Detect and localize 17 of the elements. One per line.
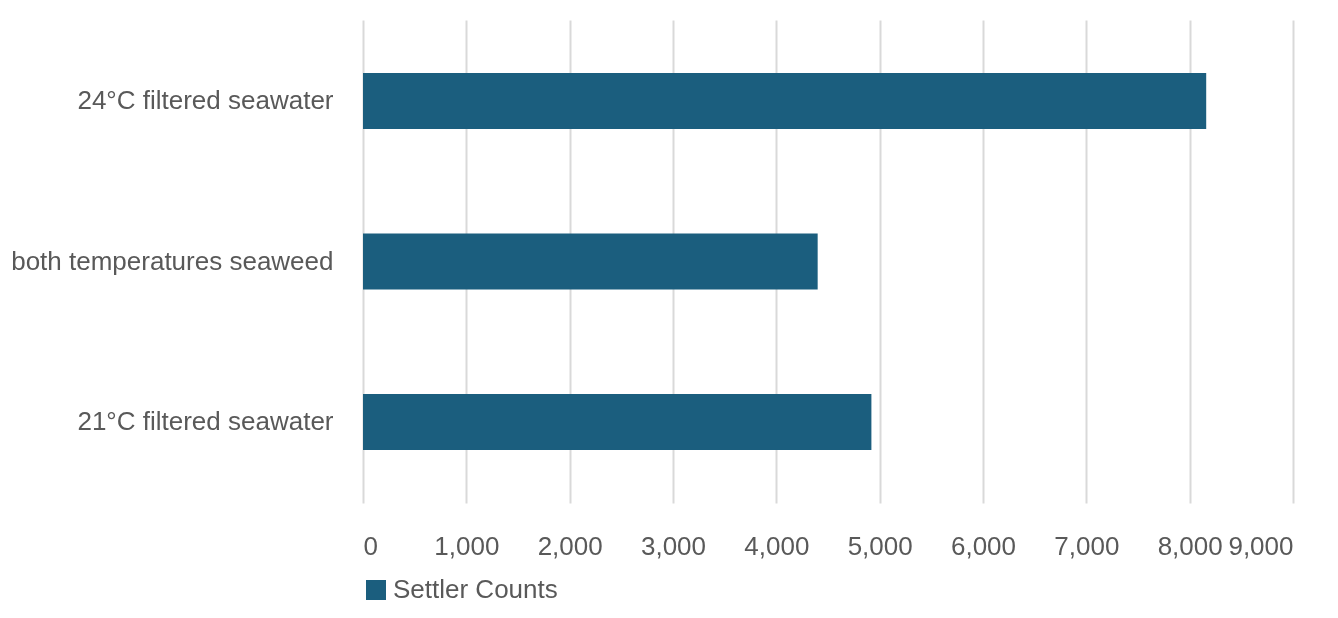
x-tick-label: 6,000 — [950, 530, 1017, 561]
x-tick-label: 7,000 — [1054, 530, 1120, 561]
bar — [363, 72, 1207, 130]
x-tick-label: 1,000 — [434, 530, 500, 561]
x-tick-label: 8,000 — [1157, 530, 1223, 561]
y-tick-label: both temperatures seaweed — [11, 245, 334, 276]
x-tick-label: 4,000 — [744, 530, 810, 561]
y-tick-label: 24°C filtered seawater — [77, 85, 334, 116]
legend-label: Settler Counts — [393, 574, 558, 604]
x-tick-label: 2,000 — [537, 530, 603, 561]
x-tick-label: 0 — [363, 530, 378, 561]
bar — [363, 233, 818, 290]
y-tick-label: 21°C filtered seawater — [77, 405, 334, 436]
x-tick-label: 5,000 — [847, 530, 913, 561]
x-tick-label: 9,000 — [1228, 530, 1294, 561]
x-tick-label: 3,000 — [640, 530, 707, 561]
bar — [363, 393, 872, 451]
